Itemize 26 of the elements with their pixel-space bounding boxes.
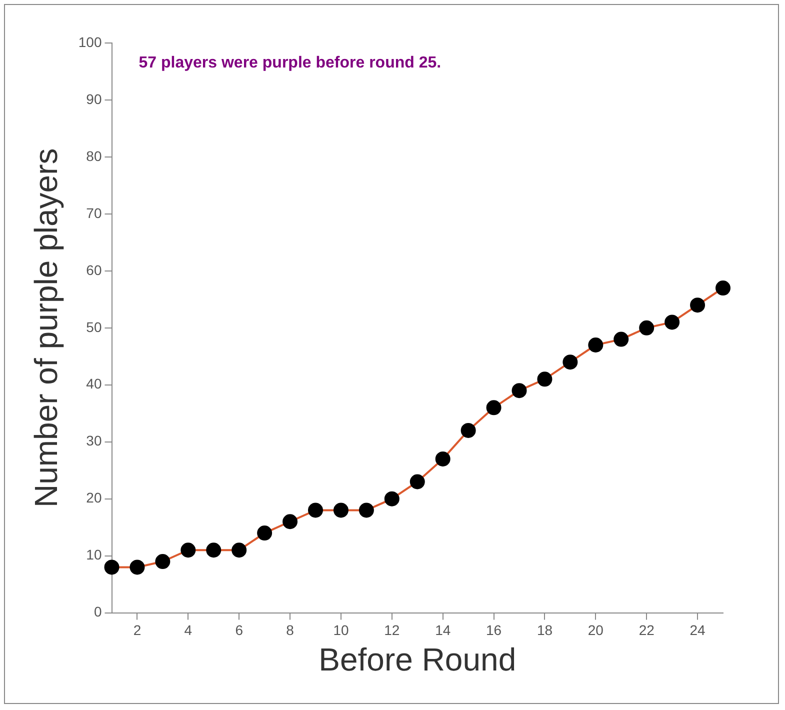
x-tick-label: 2 <box>133 622 142 638</box>
x-tick-label: 20 <box>588 622 604 638</box>
x-tick-label: 24 <box>690 622 706 638</box>
x-tick-label: 8 <box>286 622 294 638</box>
x-tick-label: 6 <box>235 622 244 638</box>
y-tick-label: 30 <box>86 432 102 449</box>
y-tick-label: 70 <box>86 204 102 221</box>
x-tick-label: 16 <box>486 622 502 638</box>
y-tick-label: 0 <box>94 604 102 620</box>
y-tick-label: 80 <box>86 148 102 164</box>
x-tick-label: 14 <box>435 622 451 638</box>
x-tick-label: 18 <box>536 622 553 638</box>
x-tick-label: 12 <box>384 622 400 638</box>
x-tick-label: 4 <box>184 622 192 638</box>
y-axis-title: Number of purple players <box>28 148 64 508</box>
y-tick-label: 100 <box>78 34 102 50</box>
x-axis-title: Before Round <box>318 642 516 678</box>
y-tick-label: 90 <box>86 90 102 107</box>
y-tick-label: 10 <box>86 546 102 563</box>
y-tick-label: 60 <box>86 262 102 278</box>
x-tick-label: 10 <box>333 622 349 638</box>
y-tick-label: 40 <box>86 376 102 392</box>
y-tick-label: 50 <box>86 318 102 335</box>
annotation: 57 players were purple before round 25. <box>138 54 442 72</box>
x-tick-label: 22 <box>638 622 655 638</box>
y-tick-label: 20 <box>86 490 102 506</box>
